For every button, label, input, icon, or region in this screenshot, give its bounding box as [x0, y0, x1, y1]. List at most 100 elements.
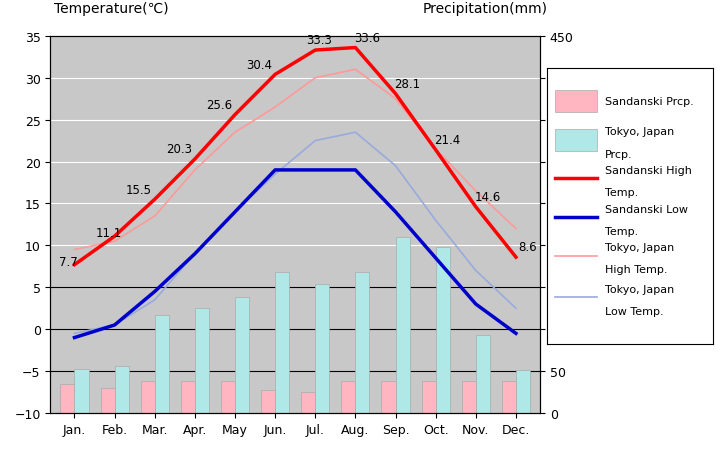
Tokyo, Japan
Low Temp. [512, 306, 521, 311]
Bar [382, 381, 395, 413]
Tokyo, Japan
Low Temp. [150, 297, 159, 303]
Text: Temp.: Temp. [605, 188, 639, 198]
Tokyo, Japan
High Temp. [70, 247, 78, 253]
Tokyo, Japan
High Temp. [230, 130, 239, 136]
Sandanski Low
Temp. [391, 210, 400, 215]
Sandanski High
Temp. [472, 205, 480, 210]
Bar [422, 381, 436, 413]
Sandanski Low
Temp. [70, 335, 78, 341]
Tokyo, Japan
High Temp. [472, 189, 480, 194]
Sandanski High
Temp. [70, 262, 78, 268]
Bar [315, 284, 329, 413]
Tokyo, Japan
Low Temp. [391, 163, 400, 169]
Sandanski Low
Temp. [150, 289, 159, 295]
Tokyo, Japan
High Temp. [311, 76, 320, 81]
Bar [395, 237, 410, 413]
Text: Temperature(℃): Temperature(℃) [55, 2, 169, 16]
Tokyo, Japan
High Temp. [191, 168, 199, 174]
Text: 25.6: 25.6 [206, 99, 232, 112]
Tokyo, Japan
Low Temp. [472, 268, 480, 274]
Text: Sandanski High: Sandanski High [605, 166, 692, 176]
Text: Low Temp.: Low Temp. [605, 306, 664, 316]
Bar [221, 381, 235, 413]
Tokyo, Japan
Low Temp. [351, 130, 360, 136]
Sandanski Low
Temp. [110, 323, 119, 328]
Sandanski Low
Temp. [191, 252, 199, 257]
Sandanski High
Temp. [191, 157, 199, 162]
Bar [516, 370, 530, 413]
Bar [462, 381, 476, 413]
Bar [181, 381, 195, 413]
FancyBboxPatch shape [556, 129, 597, 151]
Bar [101, 388, 114, 413]
Tokyo, Japan
Low Temp. [271, 172, 279, 178]
Sandanski High
Temp. [512, 255, 521, 260]
Bar [341, 381, 356, 413]
Text: 21.4: 21.4 [435, 134, 461, 147]
Text: Tokyo, Japan: Tokyo, Japan [605, 284, 675, 294]
Bar [476, 336, 490, 413]
Tokyo, Japan
Low Temp. [431, 218, 440, 224]
Text: 28.1: 28.1 [395, 78, 420, 91]
Sandanski High
Temp. [110, 234, 119, 240]
Sandanski Low
Temp. [271, 168, 279, 174]
Tokyo, Japan
High Temp. [110, 239, 119, 244]
Bar [155, 315, 168, 413]
FancyBboxPatch shape [556, 91, 597, 113]
Line: Sandanski Low
Temp.: Sandanski Low Temp. [74, 171, 516, 338]
Text: Prcp.: Prcp. [605, 149, 633, 159]
Bar [140, 381, 155, 413]
Bar [74, 369, 89, 413]
Sandanski Low
Temp. [512, 331, 521, 336]
Bar [502, 381, 516, 413]
Text: 20.3: 20.3 [166, 143, 192, 156]
Text: 7.7: 7.7 [59, 255, 78, 268]
Sandanski High
Temp. [391, 92, 400, 97]
Tokyo, Japan
High Temp. [150, 214, 159, 219]
Text: Tokyo, Japan: Tokyo, Japan [605, 243, 675, 253]
Text: Tokyo, Japan: Tokyo, Japan [605, 127, 675, 137]
Bar [356, 273, 369, 413]
Bar [275, 273, 289, 413]
Sandanski High
Temp. [351, 46, 360, 51]
Tokyo, Japan
High Temp. [391, 97, 400, 102]
Line: Tokyo, Japan
High Temp.: Tokyo, Japan High Temp. [74, 70, 516, 250]
Bar [261, 390, 275, 413]
Text: Sandanski Prcp.: Sandanski Prcp. [605, 97, 694, 107]
Tokyo, Japan
High Temp. [431, 147, 440, 152]
Text: 33.6: 33.6 [354, 32, 380, 45]
Sandanski High
Temp. [230, 112, 239, 118]
Text: 33.3: 33.3 [306, 34, 332, 47]
Sandanski High
Temp. [431, 148, 440, 153]
Sandanski Low
Temp. [472, 302, 480, 307]
Text: 15.5: 15.5 [126, 183, 152, 196]
Bar [195, 308, 209, 413]
Sandanski Low
Temp. [351, 168, 360, 174]
Sandanski Low
Temp. [431, 256, 440, 261]
Bar [60, 384, 74, 413]
Tokyo, Japan
Low Temp. [110, 323, 119, 328]
Tokyo, Japan
Low Temp. [191, 252, 199, 257]
Line: Tokyo, Japan
Low Temp.: Tokyo, Japan Low Temp. [74, 133, 516, 334]
Text: 30.4: 30.4 [246, 59, 272, 72]
Bar [235, 298, 249, 413]
Text: 11.1: 11.1 [96, 227, 122, 240]
Bar [436, 247, 450, 413]
Tokyo, Japan
Low Temp. [230, 210, 239, 215]
Sandanski High
Temp. [271, 73, 279, 78]
Text: High Temp.: High Temp. [605, 265, 667, 275]
Tokyo, Japan
High Temp. [512, 226, 521, 232]
Text: Sandanski Low: Sandanski Low [605, 204, 688, 214]
Sandanski Low
Temp. [311, 168, 320, 174]
Tokyo, Japan
Low Temp. [311, 139, 320, 144]
Text: 14.6: 14.6 [474, 190, 501, 204]
Tokyo, Japan
High Temp. [351, 67, 360, 73]
Text: Temp.: Temp. [605, 226, 639, 236]
Tokyo, Japan
Low Temp. [70, 331, 78, 336]
Bar [114, 366, 129, 413]
Line: Sandanski High
Temp.: Sandanski High Temp. [74, 49, 516, 265]
Text: Precipitation(mm): Precipitation(mm) [423, 2, 548, 16]
Sandanski High
Temp. [311, 48, 320, 54]
Sandanski Low
Temp. [230, 210, 239, 215]
Tokyo, Japan
High Temp. [271, 105, 279, 111]
